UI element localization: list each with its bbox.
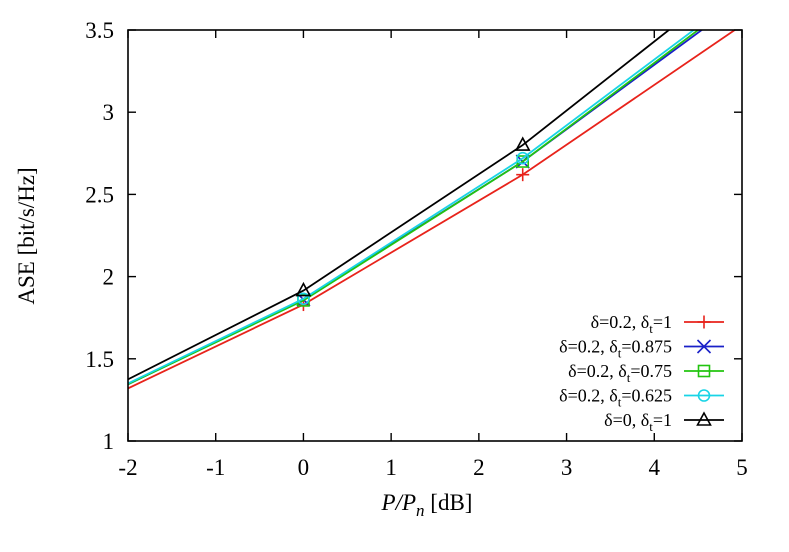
y-tick-label: 2 <box>103 265 115 290</box>
marker-triangle <box>514 136 531 151</box>
y-axis-title: ASE [bit/s/Hz] <box>14 167 39 304</box>
legend-item: δ=0.2, δt=0.625 <box>559 386 724 410</box>
x-tick-label: 2 <box>473 455 485 480</box>
legend-label: δ=0.2, δt=0.875 <box>559 337 672 361</box>
legend-label: δ=0, δt=1 <box>604 410 672 434</box>
series-line <box>128 30 696 385</box>
marker-plus <box>516 168 530 182</box>
y-tick-label: 2.5 <box>85 182 114 207</box>
marker-circle <box>516 151 530 165</box>
legend-item: δ=0, δt=1 <box>604 410 724 434</box>
x-tick-label: 4 <box>649 455 661 480</box>
y-tick-label: 1.5 <box>85 347 114 372</box>
y-tick-label: 1 <box>103 429 115 454</box>
marker-cross <box>696 339 712 354</box>
legend-label: δ=0.2, δt=1 <box>591 312 672 336</box>
series-line <box>128 30 671 381</box>
marker-triangle <box>295 281 312 297</box>
legend-label: δ=0.2, δt=0.75 <box>568 361 672 385</box>
legend-item: δ=0.2, δt=0.75 <box>568 361 724 385</box>
marker-plus <box>697 315 711 329</box>
y-tick-label: 3 <box>103 100 115 125</box>
x-tick-label: -1 <box>206 455 225 480</box>
marker-circle <box>697 389 711 402</box>
x-tick-label: 0 <box>298 455 310 480</box>
marker-circle <box>297 292 310 306</box>
x-axis-title: P/Pn [dB] <box>381 490 473 520</box>
marker-triangle <box>696 411 712 426</box>
legend-label: δ=0.2, δt=0.625 <box>559 386 672 410</box>
plot-frame <box>127 29 743 442</box>
legend-item: δ=0.2, δt=0.875 <box>559 337 724 361</box>
series-line <box>128 30 700 386</box>
x-tick-label: 5 <box>736 455 748 480</box>
marker-square <box>697 364 711 378</box>
y-tick-label: 3.5 <box>85 18 114 43</box>
x-tick-label: 3 <box>561 455 573 480</box>
x-tick-label: -2 <box>118 455 137 480</box>
series-line <box>128 30 737 390</box>
legend-item: δ=0.2, δt=1 <box>591 312 724 336</box>
x-tick-label: 1 <box>385 455 397 480</box>
